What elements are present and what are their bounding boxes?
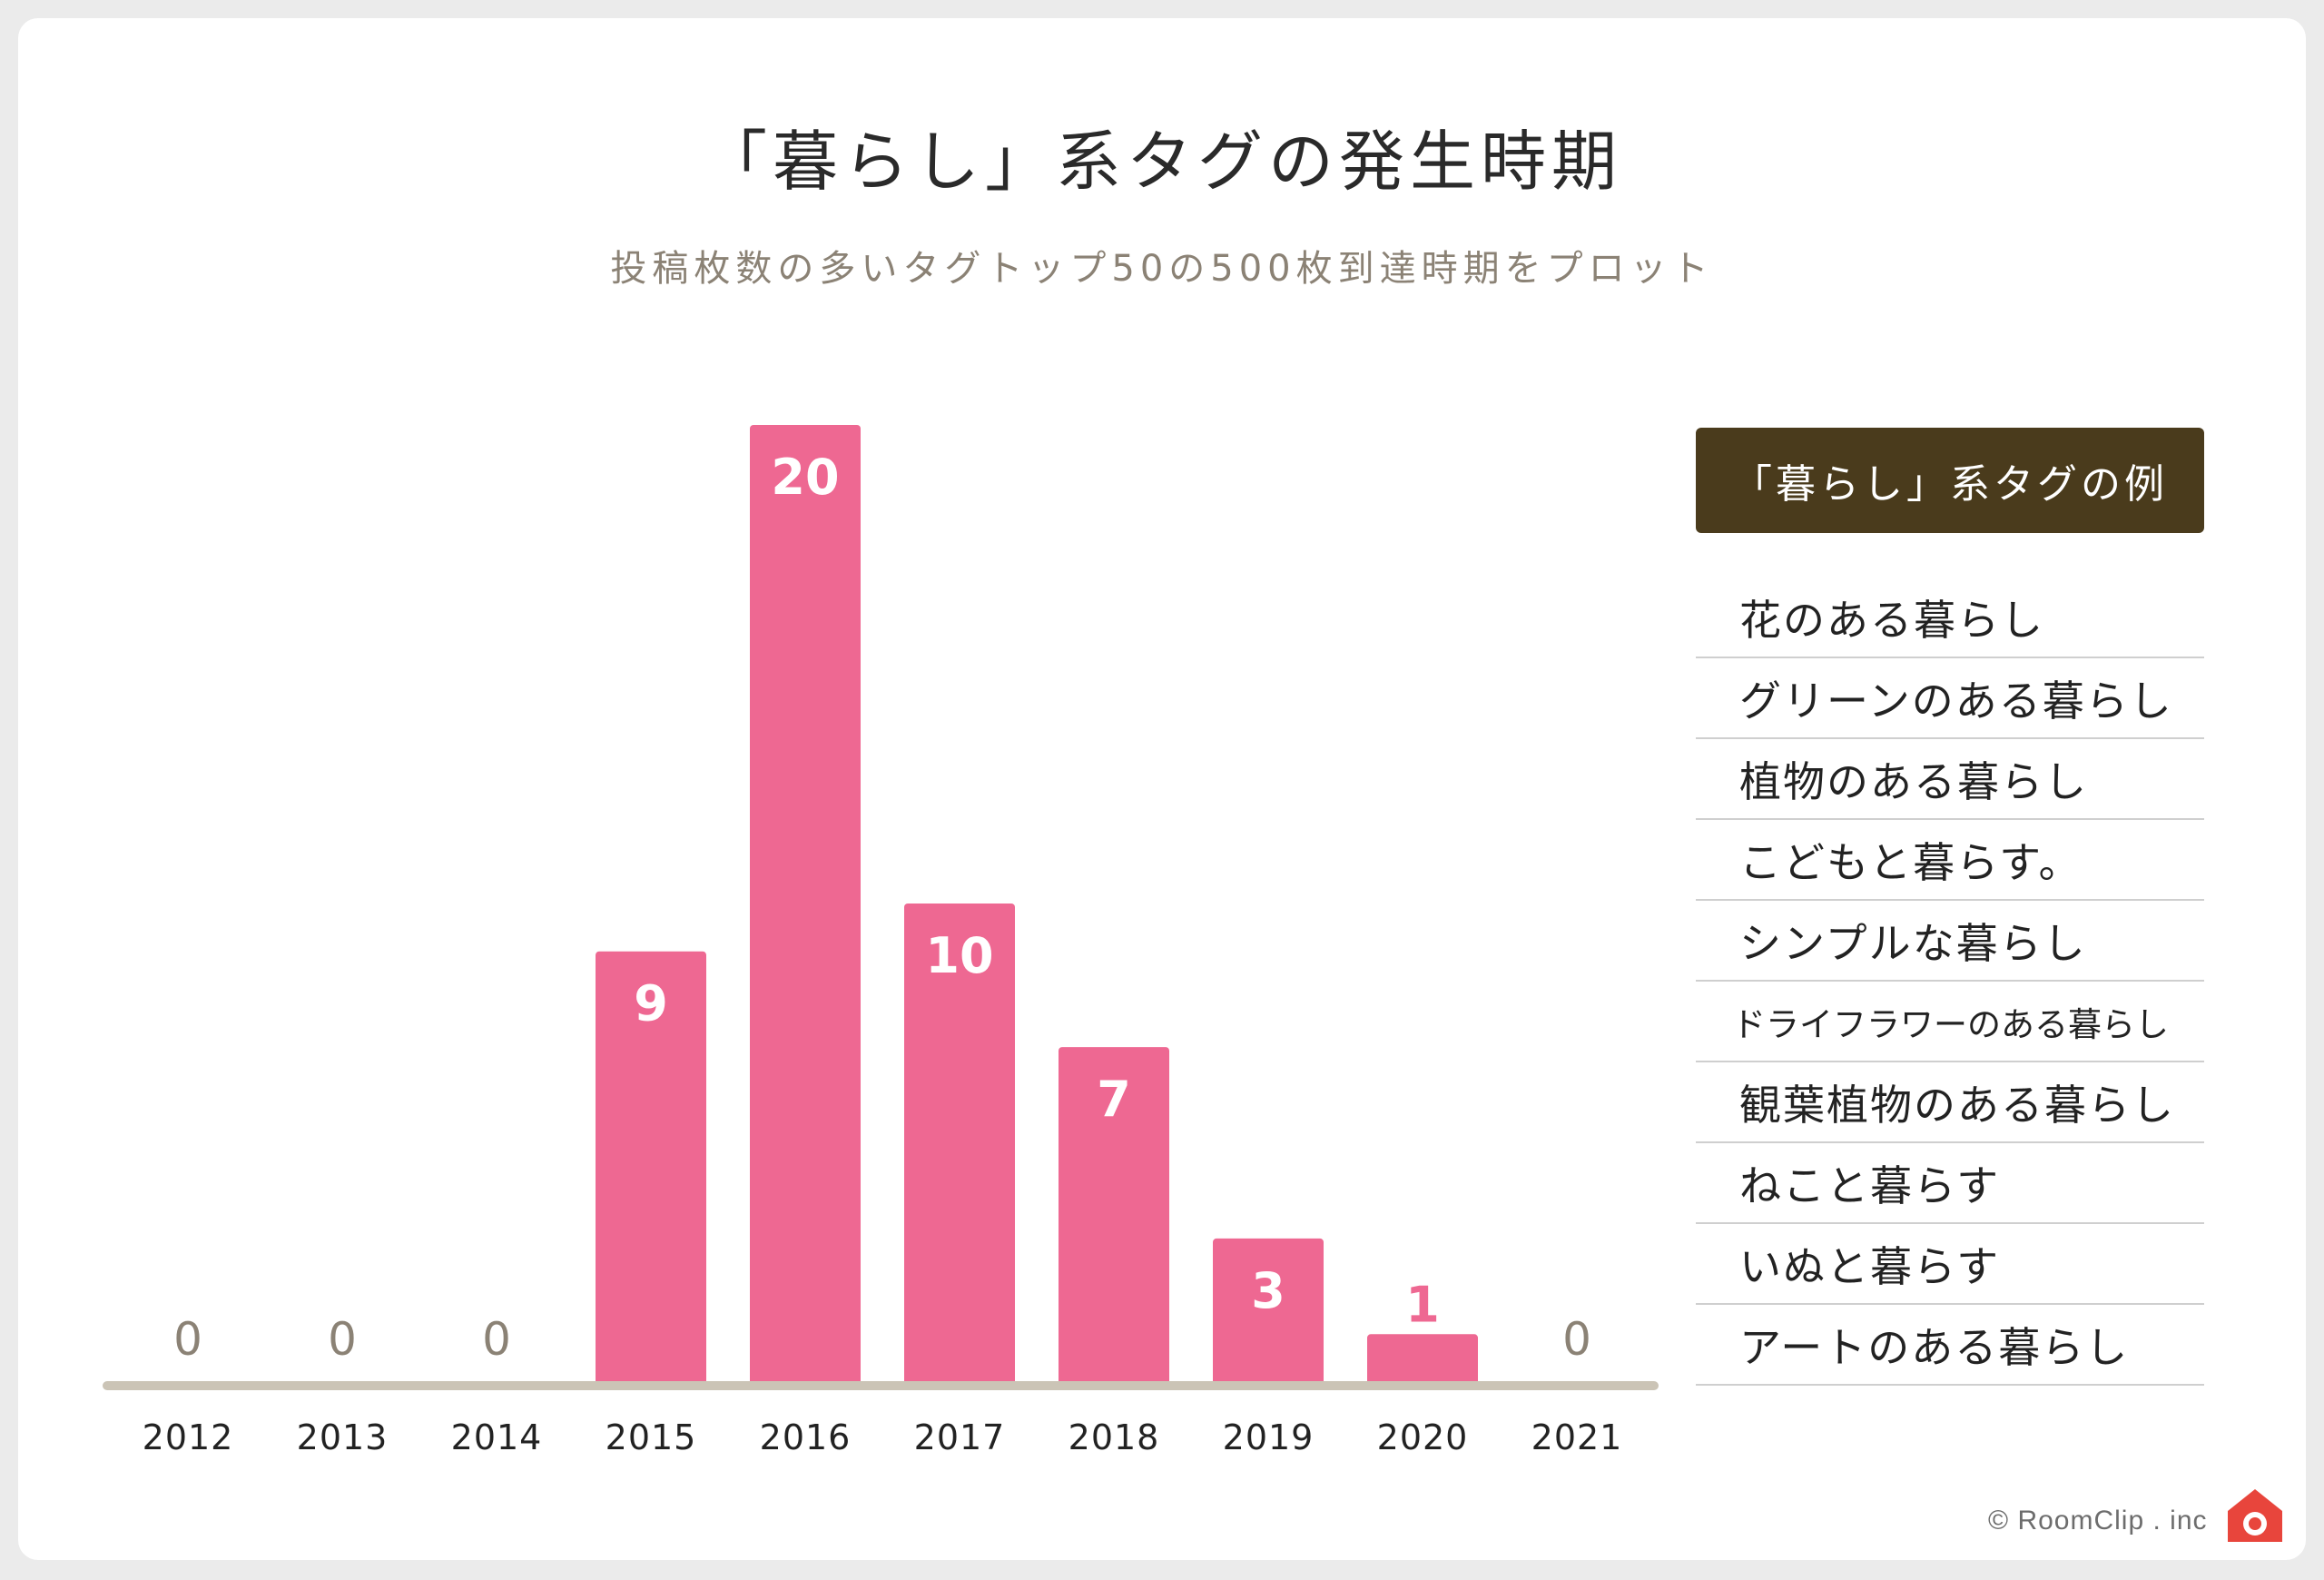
value-label-2013: 0	[328, 1313, 357, 1366]
copyright-text: © RoomClip . inc	[1988, 1506, 2208, 1536]
x-tick-label-2019: 2019	[1223, 1417, 1315, 1457]
x-tick-label-2015: 2015	[606, 1417, 697, 1457]
bar-2017	[904, 904, 1015, 1386]
value-label-2019: 3	[1251, 1262, 1285, 1319]
value-label-2017: 10	[925, 927, 993, 984]
roomclip-house-camera-icon	[2228, 1489, 2282, 1542]
x-tick-label-2021: 2021	[1531, 1417, 1623, 1457]
tag-example-item: こどもと暮らす。	[1696, 820, 2204, 901]
legend-title: 「暮らし」系タグの例	[1696, 428, 2204, 533]
tag-example-item: 花のある暮らし	[1696, 578, 2204, 658]
x-tick-label-2017: 2017	[914, 1417, 1006, 1457]
value-label-2016: 20	[771, 449, 839, 506]
tag-example-item: ねこと暮らす	[1696, 1143, 2204, 1224]
bar-2016	[750, 425, 861, 1386]
x-tick-label-2018: 2018	[1068, 1417, 1160, 1457]
tag-example-item: ドライフラワーのある暮らし	[1696, 982, 2204, 1062]
tag-example-item: シンプルな暮らし	[1696, 901, 2204, 982]
chart-subtitle: 投稿枚数の多いタグトップ50の500枚到達時期をプロット	[610, 248, 1714, 290]
bar-2019	[1213, 1238, 1324, 1386]
x-tick-label-2013: 2013	[297, 1417, 389, 1457]
x-tick-label-2016: 2016	[760, 1417, 852, 1457]
tag-example-item: 観葉植物のある暮らし	[1696, 1062, 2204, 1143]
x-tick-label-2012: 2012	[143, 1417, 234, 1457]
tag-example-item: グリーンのある暮らし	[1696, 658, 2204, 739]
value-label-2012: 0	[173, 1313, 202, 1366]
tag-example-list: 花のある暮らし グリーンのある暮らし 植物のある暮らし こどもと暮らす。 シンプ…	[1696, 578, 2204, 1386]
bar-2018	[1059, 1047, 1169, 1386]
value-label-2015: 9	[634, 975, 668, 1032]
value-label-2021: 0	[1562, 1313, 1591, 1366]
tag-example-item: 植物のある暮らし	[1696, 739, 2204, 820]
bar-2020	[1367, 1334, 1478, 1386]
tag-example-item: アートのある暮らし	[1696, 1305, 2204, 1386]
value-label-2018: 7	[1097, 1071, 1131, 1128]
value-label-2014: 0	[482, 1313, 511, 1366]
x-tick-label-2020: 2020	[1377, 1417, 1469, 1457]
value-label-2020: 1	[1405, 1276, 1440, 1333]
chart-title: 「暮らし」系タグの発生時期	[701, 123, 1622, 200]
tag-example-item: いぬと暮らす	[1696, 1224, 2204, 1305]
x-tick-label-2014: 2014	[451, 1417, 543, 1457]
bar-2015	[596, 951, 706, 1386]
